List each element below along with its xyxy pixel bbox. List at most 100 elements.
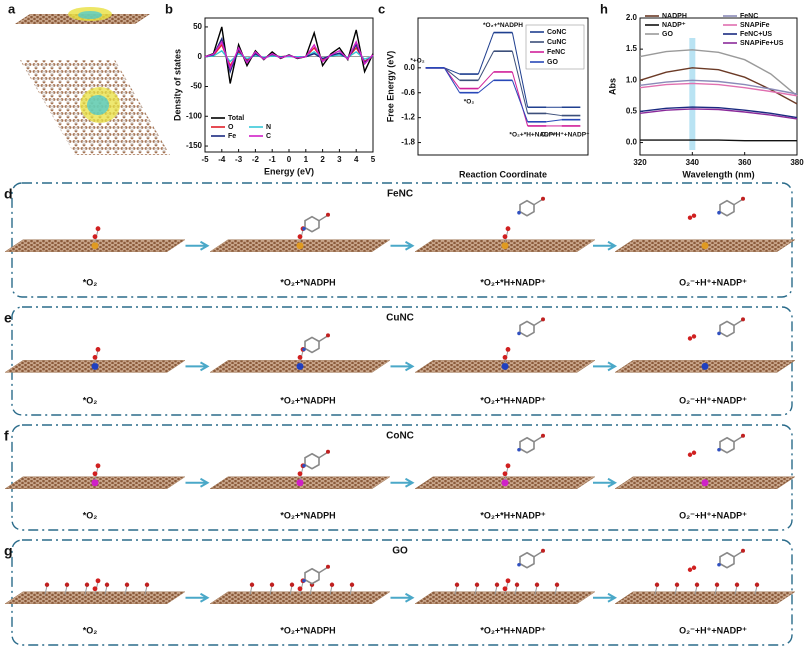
oxygen-bond xyxy=(754,585,758,595)
metal-atom xyxy=(701,362,709,370)
row-title: CoNC xyxy=(386,431,414,442)
step-label: *O₂+*NADPH xyxy=(280,395,335,405)
y-tick-label: -0.6 xyxy=(401,88,415,97)
legend-label: CoNC xyxy=(547,29,566,36)
nadp-molecule xyxy=(519,199,535,217)
x-axis-label: Wavelength (nm) xyxy=(682,169,754,179)
oxygen-bond xyxy=(44,585,48,595)
series-line xyxy=(639,82,798,97)
step-arrow xyxy=(185,240,210,251)
step-arrow xyxy=(390,240,415,251)
oxygen-bond xyxy=(144,585,148,595)
x-tick-label: 1 xyxy=(304,155,309,164)
level-connector xyxy=(511,71,529,127)
oxygen-bond xyxy=(269,585,273,595)
legend-label: Total xyxy=(228,115,244,122)
y-tick-label: 0 xyxy=(198,52,203,61)
step-arrow xyxy=(185,361,210,372)
nadp-atom xyxy=(517,562,521,567)
metal-atom xyxy=(296,479,304,487)
oxygen-atom xyxy=(691,334,697,339)
nadp-bond xyxy=(733,436,743,443)
level-connector xyxy=(477,71,495,89)
nadp-molecule xyxy=(304,336,320,354)
step-label: O₂⁻+H⁺+NADP⁺ xyxy=(679,395,747,405)
x-tick-label: 0 xyxy=(287,155,292,164)
x-tick-label: -1 xyxy=(269,155,277,164)
oxygen-atom xyxy=(505,347,511,352)
oxygen-group xyxy=(104,582,110,587)
x-tick-label: 3 xyxy=(337,155,342,164)
oxygen-atom xyxy=(691,565,697,570)
nadp-atom xyxy=(541,548,545,553)
nadp-bond xyxy=(318,567,328,574)
legend-label: GO xyxy=(662,31,673,38)
y-tick-label: -1.2 xyxy=(401,113,415,122)
y-tick-label: 0.0 xyxy=(404,63,416,72)
oxygen-group xyxy=(84,582,90,587)
oxygen-group xyxy=(554,582,560,587)
legend-label: NADP⁺ xyxy=(662,22,686,29)
series-line xyxy=(204,40,374,71)
nadp-bond xyxy=(533,319,543,326)
plot-frame xyxy=(417,17,589,156)
nadp-atom xyxy=(541,317,545,322)
panel-frame xyxy=(11,424,793,531)
level-label: *O₂+*NADPH xyxy=(483,22,523,29)
oxygen-bond xyxy=(329,585,333,595)
nadp-atom xyxy=(541,433,545,438)
nadp-molecule xyxy=(519,551,535,569)
x-tick-label: -3 xyxy=(235,155,243,164)
highlight-band xyxy=(689,38,696,150)
step-arrow xyxy=(390,477,415,488)
oxygen-group xyxy=(289,582,295,587)
panel-a: a xyxy=(8,1,170,155)
oxygen-group xyxy=(144,582,150,587)
plot-frame xyxy=(639,17,798,156)
step-arrow xyxy=(390,361,415,372)
oxygen-bond xyxy=(674,585,678,595)
oxygen-group xyxy=(249,582,255,587)
oxygen-bond xyxy=(289,585,293,595)
nadp-atom xyxy=(717,447,721,452)
oxygen-group xyxy=(754,582,760,587)
level-label: *O₂+*H+NADP⁺ xyxy=(509,132,557,139)
oxygen-group xyxy=(674,582,680,587)
series-line xyxy=(639,49,798,97)
x-tick-label: 2 xyxy=(320,155,325,164)
oxygen-bond xyxy=(554,585,558,595)
legend-label: CuNC xyxy=(547,39,566,46)
graphene-slab xyxy=(614,591,796,604)
level-connector xyxy=(444,67,460,81)
step-label: *O₂ xyxy=(83,625,98,635)
oxygen-bond xyxy=(309,585,313,595)
nadp-atom xyxy=(302,347,306,352)
nadp-atom xyxy=(517,210,521,215)
nadp-bond xyxy=(533,199,543,206)
oxygen-group xyxy=(269,582,275,587)
nadp-bond xyxy=(318,335,328,342)
y-tick-label: -150 xyxy=(186,141,203,150)
panel-frame xyxy=(11,539,793,646)
oxygen-bond xyxy=(714,585,718,595)
nadp-atom xyxy=(741,317,745,322)
metal-atom xyxy=(501,362,509,370)
nadp-bond xyxy=(318,452,328,459)
y-tick-label: -100 xyxy=(186,111,203,120)
level-label: *O₂ xyxy=(464,98,475,105)
step-label: O₂⁻+H⁺+NADP⁺ xyxy=(679,277,747,287)
x-tick-label: 340 xyxy=(686,158,700,167)
oxygen-atom xyxy=(502,586,508,592)
step-arrow xyxy=(390,592,415,603)
step-label: *O₂ xyxy=(83,395,98,405)
y-axis-label: Free Energy (eV) xyxy=(385,51,395,123)
x-axis-label: Energy (eV) xyxy=(264,166,314,176)
nadp-atom xyxy=(517,331,521,336)
x-tick-label: 380 xyxy=(790,158,804,167)
oxygen-atom xyxy=(92,471,98,477)
row-title: FeNC xyxy=(387,189,413,200)
level-connector xyxy=(511,80,529,122)
level-connector xyxy=(546,112,562,117)
nadp-atom xyxy=(741,196,745,201)
metal-atom xyxy=(701,242,709,250)
